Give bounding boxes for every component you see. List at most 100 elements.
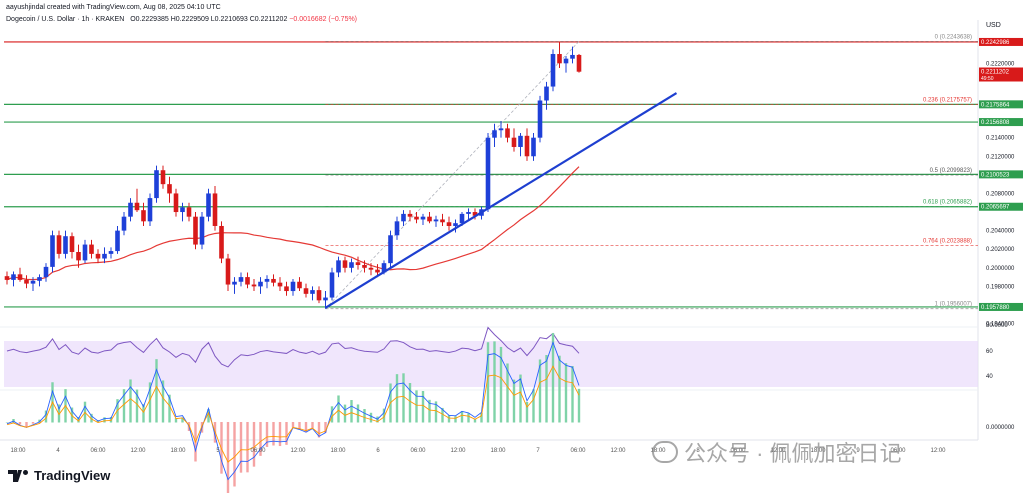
candle-body — [95, 253, 101, 259]
macd-histogram-bar — [512, 379, 516, 423]
macd-histogram-bar — [103, 417, 106, 423]
macd-histogram-bar — [311, 422, 314, 429]
candle-body — [459, 213, 465, 224]
fib-level-label: 1 (0.1956007) — [935, 302, 972, 308]
macd-histogram-bar — [545, 355, 548, 423]
macd-histogram-bar — [239, 422, 243, 473]
price-axis-badge-label: 0.2211202 — [981, 69, 1010, 75]
candle-body — [102, 253, 107, 259]
macd-histogram-bar — [486, 342, 490, 423]
candle-body — [427, 216, 432, 222]
macd-histogram-bar — [337, 395, 340, 423]
macd-histogram-bar — [252, 422, 256, 467]
y-tick-label: 0.2000000 — [986, 266, 1015, 272]
x-tick-label: 8 — [696, 448, 700, 454]
macd-histogram-bar — [454, 416, 457, 423]
candle-body — [82, 244, 88, 261]
x-tick-label: 6 — [376, 448, 380, 454]
candle-body — [193, 216, 198, 245]
macd-histogram-bar — [142, 404, 145, 423]
candle-body — [17, 274, 23, 280]
x-tick-label: 06:00 — [410, 448, 426, 454]
candle-body — [316, 290, 322, 301]
macd-histogram-bar — [402, 373, 405, 423]
macd-histogram-bar — [350, 400, 353, 423]
candle-body — [30, 280, 36, 284]
macd-histogram-bar — [467, 413, 470, 423]
candle-body — [524, 135, 530, 157]
macd-histogram-bar — [415, 390, 418, 423]
macd-histogram-bar — [226, 422, 230, 493]
macd-histogram-bar — [564, 363, 568, 423]
candle-body — [362, 265, 367, 268]
candle-body — [492, 130, 497, 138]
watermark-text: 公众号 · 佩佩加密日记 — [684, 441, 902, 466]
macd-histogram-bar — [421, 391, 425, 423]
macd-histogram-bar — [90, 413, 93, 423]
macd-histogram-bar — [317, 422, 321, 438]
y-tick-label: 0.2040000 — [986, 229, 1015, 235]
price-axis-badge — [979, 37, 1023, 46]
candle-body — [43, 266, 49, 278]
price-axis-badge — [979, 302, 1023, 311]
price-axis-badge-label: 0.2065697 — [981, 205, 1010, 211]
macd-histogram-bar — [343, 404, 347, 423]
price-axis-badge — [979, 118, 1023, 127]
x-tick-label: 06:00 — [250, 448, 266, 454]
macd-histogram-bar — [434, 401, 438, 423]
candle-body — [446, 222, 452, 226]
candle-body — [160, 170, 166, 185]
y-tick-label: 0.2080000 — [986, 191, 1015, 197]
x-tick-label: 7 — [536, 448, 540, 454]
macd-histogram-bar — [38, 419, 41, 423]
macd-histogram-bar — [571, 366, 574, 423]
macd-histogram-bar — [233, 422, 236, 487]
currency-label: USD — [986, 22, 1001, 29]
candle-body — [271, 278, 276, 283]
candle-body — [199, 216, 205, 245]
candle-body — [128, 202, 133, 217]
macd-histogram-bar — [369, 412, 373, 423]
trendline — [324, 92, 678, 309]
candle-body — [505, 128, 510, 138]
candle-body — [186, 207, 192, 217]
macd-histogram-bar — [278, 422, 282, 447]
macd-histogram-bar — [558, 355, 561, 423]
candle-body — [167, 184, 172, 194]
price-axis-badge — [979, 202, 1023, 211]
candle-body — [570, 54, 575, 59]
candle-body — [511, 137, 517, 147]
candle-body — [388, 235, 393, 264]
x-tick-label: 18:00 — [490, 448, 506, 454]
fib-level-label: 0.236 (0.2175757) — [923, 97, 972, 103]
candle-body — [557, 54, 562, 64]
candle-body — [355, 262, 361, 266]
fib-level-label: 0.5 (0.2099823) — [930, 168, 972, 174]
macd-histogram-bar — [304, 422, 308, 433]
x-tick-label: 12:00 — [930, 448, 946, 454]
candle-body — [212, 193, 218, 226]
macd-histogram-bar — [259, 422, 262, 456]
macd-histogram-bar — [382, 408, 386, 423]
candle-body — [206, 193, 211, 217]
candle-body — [141, 210, 146, 222]
macd-histogram-bar — [519, 374, 522, 423]
macd-histogram-bar — [265, 422, 269, 447]
y-tick-label: 0.1980000 — [986, 284, 1015, 290]
candle-body — [4, 276, 10, 280]
candle-body — [544, 86, 549, 101]
candle-body — [219, 225, 224, 259]
candle-body — [258, 281, 263, 287]
candle-body — [485, 137, 491, 210]
candle-body — [310, 290, 315, 294]
candle-body — [24, 279, 29, 284]
x-tick-label: 12:00 — [770, 448, 786, 454]
macd-histogram-bar — [363, 409, 366, 423]
wechat-icon — [652, 441, 678, 463]
watermark: 公众号 · 佩佩加密日记 — [652, 436, 902, 468]
price-axis-badge-label: 0.2242986 — [981, 40, 1010, 46]
candle-body — [173, 193, 179, 213]
macd-histogram-bar — [31, 422, 35, 424]
macd-histogram-bar — [207, 409, 210, 423]
